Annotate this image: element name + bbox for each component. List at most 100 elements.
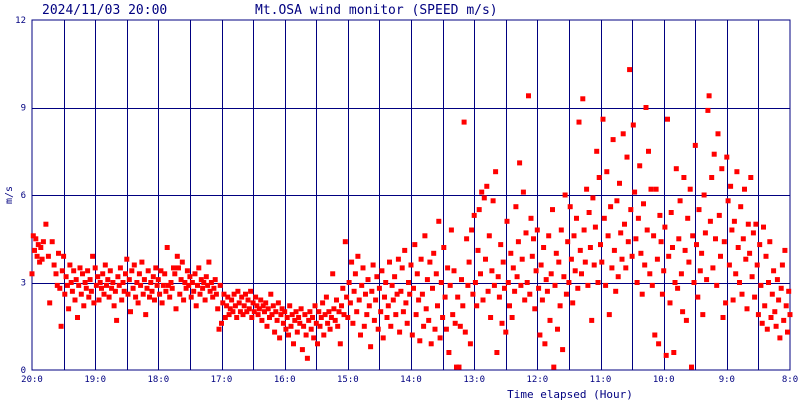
wind-speed-point [62, 291, 68, 297]
wind-speed-point [475, 247, 481, 253]
wind-speed-point [695, 294, 701, 300]
wind-speed-point [633, 236, 639, 242]
wind-speed-point [360, 265, 366, 271]
wind-speed-point [721, 239, 727, 245]
wind-speed-point [148, 280, 154, 285]
wind-speed-point [630, 122, 636, 128]
wind-speed-point [476, 207, 482, 213]
wind-speed-point [445, 265, 451, 271]
wind-speed-point [134, 280, 140, 285]
wind-speed-point [91, 300, 97, 306]
wind-speed-point [438, 280, 444, 285]
wind-speed-point [124, 256, 130, 262]
wind-speed-point [428, 341, 434, 347]
wind-speed-point [154, 282, 160, 288]
wind-speed-point [234, 315, 240, 320]
wind-speed-point [203, 274, 209, 280]
x-tick-label: 17:0 [211, 375, 233, 385]
wind-speed-point [258, 297, 264, 303]
wind-speed-point [592, 224, 598, 230]
wind-speed-point [426, 317, 432, 323]
wind-speed-point [289, 312, 295, 318]
wind-speed-point [128, 309, 133, 315]
wind-speed-point [581, 227, 587, 233]
wind-speed-point [539, 297, 545, 303]
wind-speed-point [286, 332, 291, 338]
y-tick-label: 3 [21, 279, 26, 289]
wind-speed-point [661, 268, 667, 274]
wind-speed-point [603, 282, 609, 288]
wind-speed-point [496, 294, 502, 300]
wind-speed-point [555, 326, 560, 332]
x-tick-label: 16:0 [274, 375, 296, 385]
wind-speed-point [466, 259, 472, 265]
wind-speed-point [742, 186, 747, 192]
wind-speed-point [390, 297, 396, 303]
wind-speed-point [471, 212, 477, 218]
wind-speed-point [97, 280, 103, 285]
wind-speed-point [264, 323, 270, 329]
wind-speed-point [47, 300, 53, 306]
wind-speed-point [678, 271, 684, 277]
wind-speed-point [486, 233, 492, 239]
wind-speed-point [412, 242, 418, 248]
wind-speed-point [363, 291, 368, 297]
wind-speed-point [121, 288, 127, 294]
wind-speed-point [249, 315, 255, 320]
wind-speed-point [125, 291, 131, 297]
wind-speed-point [431, 250, 437, 256]
x-tick-label: 9:0 [719, 375, 735, 385]
wind-speed-point [69, 288, 75, 294]
x-axis-ticks: 20:0 19:0 18:0 17:0 16:0 15:0 14:0 13:0 12:0 11:0… [21, 375, 798, 385]
wind-speed-point [210, 294, 216, 300]
wind-speed-point [328, 315, 334, 320]
wind-speed-point [310, 315, 315, 320]
wind-speed-point [763, 253, 769, 259]
wind-speed-point [598, 242, 603, 248]
wind-speed-point [682, 247, 688, 253]
wind-speed-point [85, 268, 91, 274]
wind-speed-point [617, 180, 622, 186]
wind-speed-point [376, 285, 382, 291]
wind-speed-point [212, 277, 218, 283]
wind-speed-point [158, 268, 164, 274]
wind-speed-point [141, 277, 147, 283]
wind-speed-point [267, 315, 272, 320]
wind-speed-point [316, 309, 322, 315]
wind-speed-point [610, 137, 616, 143]
wind-speed-point [354, 309, 360, 315]
wind-speed-point [457, 323, 463, 329]
wind-speed-point [740, 236, 746, 242]
wind-speed-point [306, 317, 312, 323]
wind-speed-point [147, 294, 152, 300]
wind-speed-point [37, 259, 43, 265]
wind-speed-point [145, 268, 151, 274]
wind-speed-point [558, 227, 564, 233]
wind-speed-point [106, 294, 112, 300]
timestamp-label: 2024/11/03 20:00 [42, 3, 167, 18]
wind-speed-point [251, 309, 257, 315]
wind-speed-point [229, 297, 235, 303]
wind-speed-point [186, 282, 192, 288]
wind-speed-point [532, 306, 538, 312]
wind-speed-point [176, 265, 181, 271]
wind-speed-point [654, 256, 660, 262]
wind-speed-point [436, 218, 442, 224]
wind-speed-point [207, 288, 213, 294]
wind-speed-point [191, 288, 197, 294]
wind-speed-point [359, 282, 365, 288]
wind-speed-point [293, 309, 299, 315]
wind-speed-point [574, 215, 579, 221]
wind-speed-point [255, 312, 261, 318]
wind-speed-point [537, 332, 543, 338]
wind-speed-point [217, 282, 223, 288]
wind-speed-point [400, 309, 406, 315]
wind-speed-point [220, 300, 226, 306]
wind-speed-point [409, 332, 415, 338]
wind-speed-point [334, 297, 339, 303]
wind-speed-point [109, 285, 115, 291]
wind-speed-point [455, 294, 461, 300]
wind-speed-point [259, 317, 265, 323]
wind-speed-point [268, 291, 274, 297]
wind-speed-point [481, 195, 487, 201]
